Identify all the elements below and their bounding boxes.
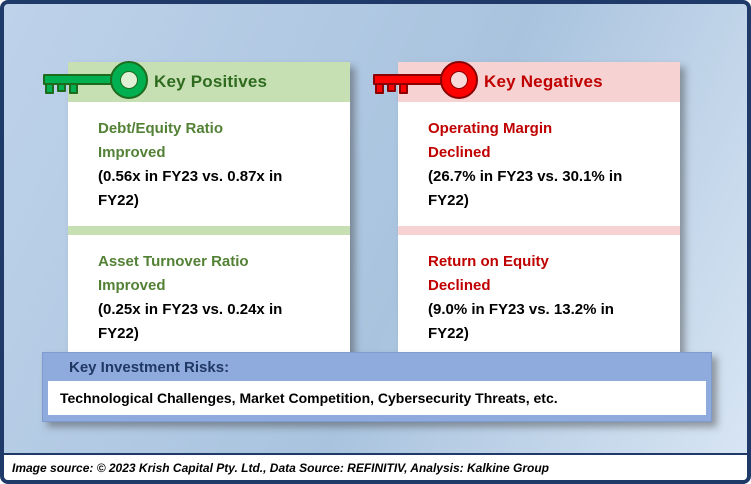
card-title-line: Debt/Equity Ratio xyxy=(98,120,224,137)
card-title-line: Asset Turnover Ratio xyxy=(98,253,249,270)
key-negatives-title: Key Negatives xyxy=(484,72,603,91)
card-title-line: Declined xyxy=(428,144,491,161)
card-detail-line: FY22) xyxy=(428,325,469,342)
card-detail-line: (0.25x in FY23 vs. 0.24x in xyxy=(98,301,283,318)
positive-card-asset-turnover: Asset Turnover Ratio Improved (0.25x in … xyxy=(68,235,350,359)
card-detail-line: FY22) xyxy=(98,192,139,209)
negative-card-return-on-equity: Return on Equity Declined (9.0% in FY23 … xyxy=(398,235,680,359)
card-title-line: Improved xyxy=(98,277,166,294)
negative-card-operating-margin: Operating Margin Declined (26.7% in FY23… xyxy=(398,102,680,226)
card-detail-line: (0.56x in FY23 vs. 0.87x in xyxy=(98,168,283,185)
image-source-footer: Image source: © 2023 Krish Capital Pty. … xyxy=(4,453,747,480)
key-negatives-header: Key Negatives xyxy=(373,61,680,102)
positive-card-debt-equity: Debt/Equity Ratio Improved (0.56x in FY2… xyxy=(68,102,350,226)
key-positives-header: Key Positives xyxy=(43,61,350,102)
key-positives-panel: Key Positives Debt/Equity Ratio Improved… xyxy=(43,61,350,359)
card-title-line: Improved xyxy=(98,144,166,161)
red-key-icon xyxy=(373,61,478,99)
image-source-text: Image source: © 2023 Krish Capital Pty. … xyxy=(12,460,549,475)
card-detail-line: FY22) xyxy=(98,325,139,342)
key-negatives-panel: Key Negatives Operating Margin Declined … xyxy=(373,61,680,359)
card-detail-line: (9.0% in FY23 vs. 13.2% in xyxy=(428,301,614,318)
risks-body: Technological Challenges, Market Competi… xyxy=(48,381,706,415)
key-positives-title: Key Positives xyxy=(154,72,268,91)
card-title-line: Operating Margin xyxy=(428,120,553,137)
green-key-icon xyxy=(43,61,148,99)
card-detail-line: FY22) xyxy=(428,192,469,209)
card-detail-line: (26.7% in FY23 vs. 30.1% in xyxy=(428,168,623,185)
card-title-line: Return on Equity xyxy=(428,253,549,270)
risks-header: Key Investment Risks: xyxy=(69,359,230,376)
key-investment-risks-banner: Key Investment Risks: Technological Chal… xyxy=(42,352,712,422)
card-title-line: Declined xyxy=(428,277,491,294)
